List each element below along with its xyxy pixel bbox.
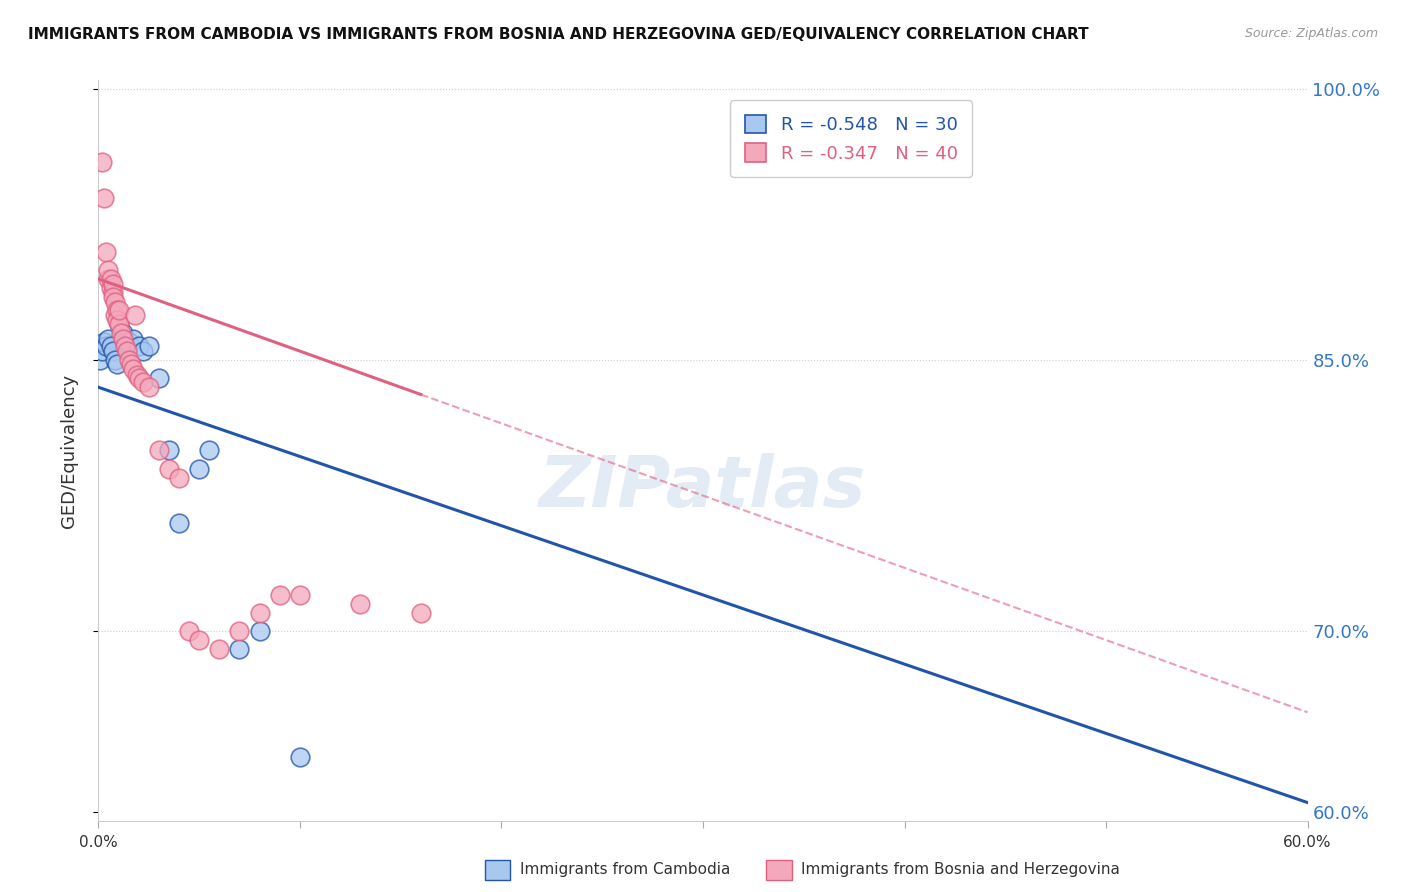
Point [96, 244, 118, 259]
Point [132, 344, 155, 359]
Point [228, 642, 250, 657]
Text: Immigrants from Cambodia: Immigrants from Cambodia [520, 863, 731, 877]
Point [111, 331, 134, 345]
Point [97, 272, 120, 286]
Text: Source: ZipAtlas.com: Source: ZipAtlas.com [1244, 27, 1378, 40]
Point [100, 339, 122, 353]
Point [157, 443, 180, 458]
Point [167, 516, 190, 530]
Point [101, 277, 124, 292]
Point [91, 154, 114, 169]
Point [249, 624, 271, 638]
Point [107, 302, 129, 317]
Point [179, 624, 201, 638]
Point [115, 344, 138, 359]
Point [288, 750, 311, 764]
Point [103, 295, 125, 310]
Point [349, 597, 371, 611]
Point [93, 191, 115, 205]
Point [97, 263, 120, 277]
Point [121, 362, 143, 376]
Point [110, 326, 132, 340]
Point [188, 633, 211, 648]
Point [389, 877, 412, 891]
Point [269, 588, 291, 602]
Point [120, 357, 142, 371]
Point [105, 313, 128, 327]
Point [118, 353, 141, 368]
Point [111, 326, 134, 340]
Point [124, 308, 146, 322]
Point [121, 331, 143, 345]
Point [101, 290, 124, 304]
Point [103, 353, 125, 368]
Point [100, 281, 122, 295]
Y-axis label: GED/Equivalency: GED/Equivalency [59, 374, 77, 527]
Legend: R = -0.548   N = 30, R = -0.347   N = 40: R = -0.548 N = 30, R = -0.347 N = 40 [730, 101, 972, 177]
Point [167, 470, 190, 484]
Point [103, 308, 125, 322]
Point [329, 864, 352, 879]
Point [100, 272, 122, 286]
Point [249, 606, 271, 620]
Point [89, 353, 111, 368]
Text: Immigrants from Bosnia and Herzegovina: Immigrants from Bosnia and Herzegovina [801, 863, 1121, 877]
Point [188, 461, 211, 475]
Point [128, 339, 150, 353]
Point [157, 461, 180, 475]
Point [101, 285, 124, 299]
Point [132, 375, 155, 389]
Point [148, 371, 170, 385]
Point [93, 335, 115, 350]
Point [91, 344, 114, 359]
Point [288, 588, 311, 602]
Point [198, 443, 221, 458]
Point [138, 339, 160, 353]
Point [228, 624, 250, 638]
Point [208, 642, 231, 657]
Point [128, 371, 150, 385]
Point [96, 339, 118, 353]
Point [105, 302, 128, 317]
Text: 60.0%: 60.0% [1284, 835, 1331, 850]
Point [125, 368, 148, 382]
Text: IMMIGRANTS FROM CAMBODIA VS IMMIGRANTS FROM BOSNIA AND HERZEGOVINA GED/EQUIVALEN: IMMIGRANTS FROM CAMBODIA VS IMMIGRANTS F… [28, 27, 1088, 42]
Text: 0.0%: 0.0% [79, 835, 118, 850]
Point [107, 317, 129, 331]
Point [107, 317, 129, 331]
Point [148, 443, 170, 458]
Point [409, 606, 432, 620]
Point [114, 339, 136, 353]
Point [118, 335, 141, 350]
Point [101, 344, 124, 359]
Point [491, 886, 513, 892]
Point [138, 380, 160, 394]
Point [105, 357, 128, 371]
Point [114, 335, 136, 350]
Point [97, 331, 120, 345]
Text: ZIPatlas: ZIPatlas [540, 453, 866, 522]
